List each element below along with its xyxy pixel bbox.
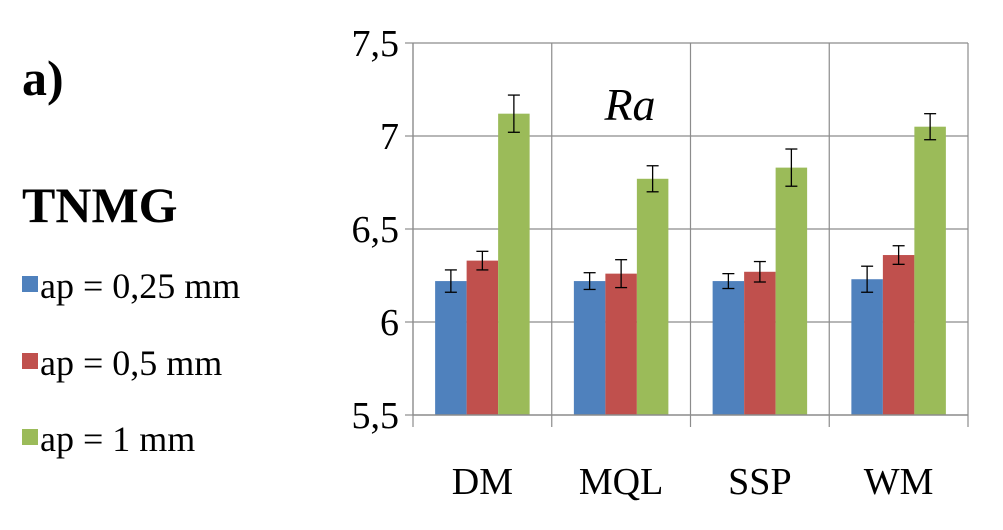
legend-label: ap = 0,25 mm xyxy=(40,266,240,306)
bar xyxy=(914,126,946,415)
bar xyxy=(636,178,669,415)
insert-label: TNMG xyxy=(22,177,178,233)
legend-label: ap = 1 mm xyxy=(40,419,195,459)
y-tick-label: 5,5 xyxy=(352,395,400,437)
x-tick-label: DM xyxy=(452,461,513,503)
panel-label: a) xyxy=(22,50,64,106)
chart-title: Ra xyxy=(603,79,655,130)
bar xyxy=(466,260,499,415)
bar xyxy=(851,279,883,415)
legend: ap = 0,25 mm ap = 0,5 mm ap = 1 mm xyxy=(22,266,240,459)
x-tick-label: WM xyxy=(864,461,934,503)
y-tick-label: 6,5 xyxy=(352,209,400,251)
bar xyxy=(744,271,776,415)
legend-swatch xyxy=(22,276,38,292)
y-tick-label: 7 xyxy=(380,116,399,158)
legend-swatch xyxy=(22,429,38,445)
legend-swatch xyxy=(22,353,38,369)
y-tick-label: 6 xyxy=(380,302,399,344)
x-tick-label: SSP xyxy=(728,461,791,503)
y-tick-label: 7,5 xyxy=(352,23,400,65)
legend-label: ap = 0,5 mm xyxy=(40,343,222,383)
axes: 5,5 6 6,5 7 7,5 DM MQL SSP WM xyxy=(352,23,969,503)
bar xyxy=(573,281,606,415)
bar xyxy=(775,167,808,415)
bar xyxy=(498,113,530,416)
bar xyxy=(712,281,745,415)
bar xyxy=(882,255,915,415)
bar xyxy=(605,273,637,415)
x-tick-label: MQL xyxy=(579,461,663,503)
bars xyxy=(435,94,946,416)
bar xyxy=(435,281,467,415)
